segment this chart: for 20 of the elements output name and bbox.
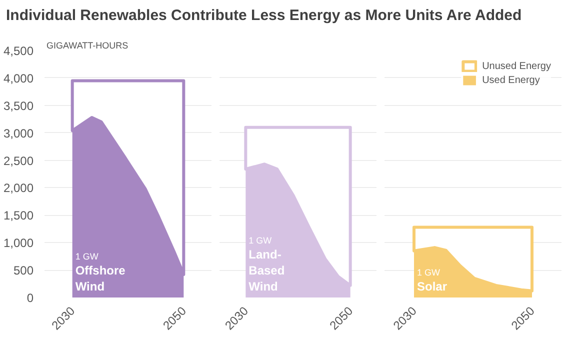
y-tick-label: 0 [26,291,34,305]
y-tick-label: 3,000 [3,126,34,140]
annotation: 1 GW [248,236,272,246]
y-tick-label: 3,500 [3,98,34,113]
y-tick-label: 4,500 [3,44,34,58]
annotation: 1 GW [417,268,441,278]
annotation: 1 GW [75,252,99,262]
y-tick-label: 2,000 [3,181,34,196]
y-axis-title: GIGAWATT-HOURS [46,40,128,50]
y-tick-label: 1,000 [3,236,34,250]
y-tick-label: 2,500 [3,154,34,168]
text: Individual Renewables Contribute Less Energy as More Units Are Added [6,6,522,26]
y-tick-label: 4,000 [3,71,34,86]
legend-label: Used Energy [482,74,540,86]
annotation: Land-Based Wind [248,248,285,294]
legend-label: Unused Energy [482,60,551,72]
y-tick-label: 1,500 [3,208,34,223]
annotation: Solar [417,280,448,294]
y-tick-label: 500 [13,264,34,278]
annotation: Offshore Wind [75,264,126,294]
